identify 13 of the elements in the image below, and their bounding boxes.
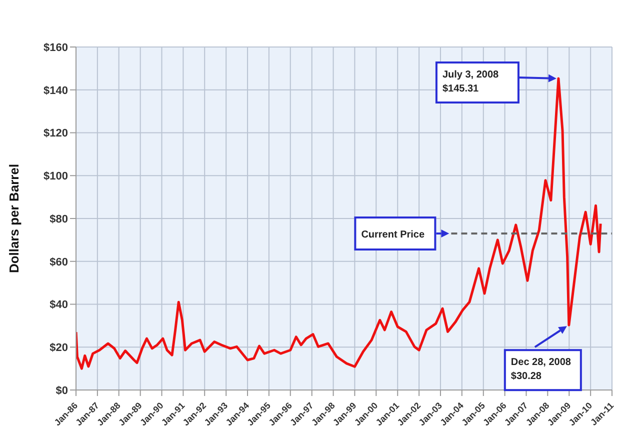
y-tick-label: $40 bbox=[50, 299, 68, 312]
annotation: July 3, 2008 $145.31 bbox=[442, 69, 500, 94]
y-tick-label: $20 bbox=[50, 342, 68, 354]
y-tick-label: $60 bbox=[50, 256, 68, 268]
annotation: Dec 28, 2008 $30.28 bbox=[510, 357, 572, 382]
y-tick-label: $120 bbox=[44, 128, 68, 140]
y-tick-label: $160 bbox=[44, 42, 68, 54]
y-tick-label: $140 bbox=[44, 84, 68, 97]
y-tick-label: $0 bbox=[56, 384, 68, 397]
y-tick-label: $100 bbox=[44, 170, 68, 183]
y-tick-label: $80 bbox=[50, 213, 68, 226]
y-axis-title: Dollars per Barrel bbox=[6, 164, 22, 274]
ref-line-label: Current Price bbox=[361, 230, 425, 241]
